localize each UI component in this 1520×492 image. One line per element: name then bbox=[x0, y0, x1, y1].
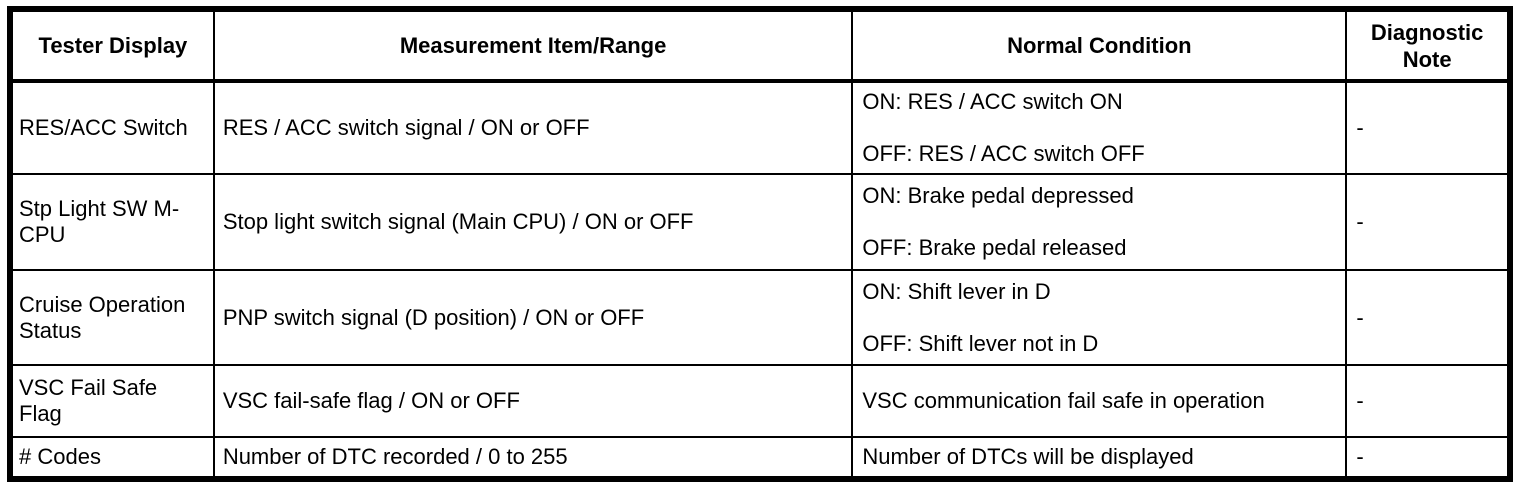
normal-condition-line: VSC communication fail safe in operation bbox=[862, 388, 1265, 413]
normal-condition-on-line: ON: Brake pedal depressed bbox=[862, 183, 1134, 208]
table-row: Stp Light SW M-CPU Stop light switch sig… bbox=[9, 173, 1511, 271]
normal-condition-off-line: OFF: RES / ACC switch OFF bbox=[862, 141, 1145, 166]
diagnostic-note-cell: - bbox=[1345, 364, 1511, 438]
column-header-tester-display: Tester Display bbox=[9, 8, 215, 83]
measurement-item-cell: PNP switch signal (D position) / ON or O… bbox=[212, 269, 854, 366]
diagnostic-data-table: Tester Display Measurement Item/Range No… bbox=[7, 6, 1513, 482]
diagnostic-note-cell: - bbox=[1345, 269, 1511, 366]
tester-display-cell: VSC Fail Safe Flag bbox=[9, 364, 215, 438]
normal-condition-on-line: ON: RES / ACC switch ON bbox=[862, 89, 1123, 114]
table-row: Cruise Operation Status PNP switch signa… bbox=[9, 269, 1511, 366]
normal-condition-on-line: ON: Shift lever in D bbox=[862, 278, 1051, 304]
table-header-row: Tester Display Measurement Item/Range No… bbox=[9, 8, 1511, 83]
measurement-item-cell: Number of DTC recorded / 0 to 255 bbox=[212, 436, 854, 480]
column-header-normal-condition: Normal Condition bbox=[851, 8, 1348, 83]
table-row: VSC Fail Safe Flag VSC fail-safe flag / … bbox=[9, 364, 1511, 438]
normal-condition-cell: VSC communication fail safe in operation bbox=[851, 364, 1348, 438]
diagnostic-note-cell: - bbox=[1345, 173, 1511, 271]
measurement-item-cell: RES / ACC switch signal / ON or OFF bbox=[212, 80, 854, 175]
measurement-item-cell: VSC fail-safe flag / ON or OFF bbox=[212, 364, 854, 438]
tester-display-cell: RES/ACC Switch bbox=[9, 80, 215, 175]
tester-display-cell: Stp Light SW M-CPU bbox=[9, 173, 215, 271]
diagnostic-note-cell: - bbox=[1345, 436, 1511, 480]
normal-condition-off-line: OFF: Brake pedal released bbox=[862, 235, 1127, 260]
normal-condition-line: Number of DTCs will be displayed bbox=[862, 444, 1194, 469]
normal-condition-cell: Number of DTCs will be displayed bbox=[851, 436, 1348, 480]
table-row: RES/ACC Switch RES / ACC switch signal /… bbox=[9, 80, 1511, 175]
table-row: # Codes Number of DTC recorded / 0 to 25… bbox=[9, 436, 1511, 480]
diagnostic-note-cell: - bbox=[1345, 80, 1511, 175]
normal-condition-cell: ON: Brake pedal depressed OFF: Brake ped… bbox=[851, 173, 1348, 271]
tester-display-cell: # Codes bbox=[9, 436, 215, 480]
measurement-item-cell: Stop light switch signal (Main CPU) / ON… bbox=[212, 173, 854, 271]
normal-condition-cell: ON: RES / ACC switch ON OFF: RES / ACC s… bbox=[851, 80, 1348, 175]
column-header-diagnostic-note: Diagnostic Note bbox=[1345, 8, 1511, 83]
normal-condition-off-line: OFF: Shift lever not in D bbox=[862, 330, 1099, 356]
normal-condition-cell: ON: Shift lever in D OFF: Shift lever no… bbox=[851, 269, 1348, 366]
column-header-measurement-item-range: Measurement Item/Range bbox=[212, 8, 854, 83]
tester-display-cell: Cruise Operation Status bbox=[9, 269, 215, 366]
